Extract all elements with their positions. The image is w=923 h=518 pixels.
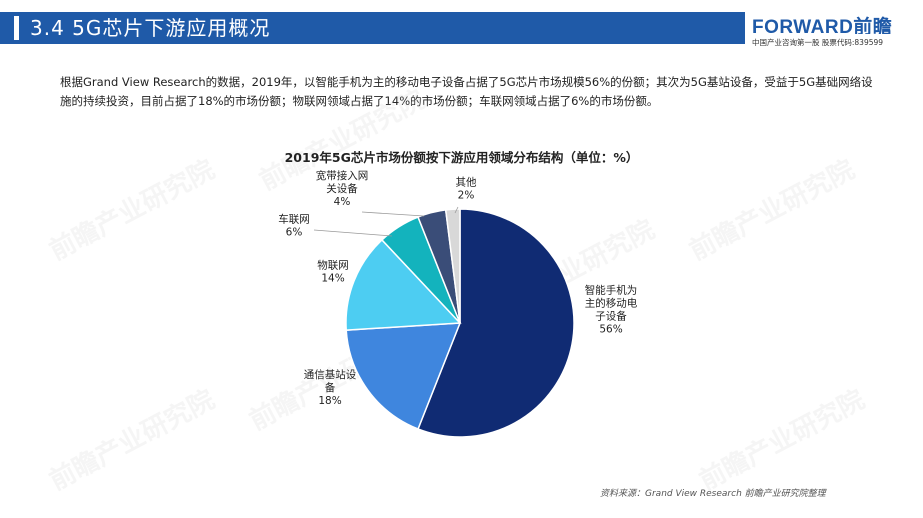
slice-label: 其他 2% bbox=[456, 176, 477, 202]
leader-line bbox=[454, 206, 459, 214]
pie-slice bbox=[345, 322, 462, 430]
intro-paragraph: 根据Grand View Research的数据，2019年，以智能手机为主的移… bbox=[60, 75, 873, 108]
leader-line bbox=[361, 211, 425, 217]
slice-label: 宽带接入网关设备 4% bbox=[316, 169, 369, 208]
title-accent-mark bbox=[14, 16, 19, 40]
brand-tagline: 中国产业咨询第一股 股票代码:839599 bbox=[752, 38, 884, 47]
slice-label: 物联网 14% bbox=[317, 259, 349, 285]
chart-title: 2019年5G芯片市场份额按下游应用领域分布结构（单位：%） bbox=[284, 150, 639, 165]
pie-slice bbox=[444, 208, 461, 324]
slice-label: 通信基站设备 18% bbox=[304, 368, 357, 407]
source-note: 资料来源：Grand View Research 前瞻产业研究院整理 bbox=[600, 489, 826, 499]
leader-line bbox=[313, 229, 393, 237]
title-bar: 3.4 5G芯片下游应用概况 bbox=[0, 12, 745, 44]
page-title: 3.4 5G芯片下游应用概况 bbox=[30, 16, 271, 40]
brand-logo: FORWARD前瞻 bbox=[752, 17, 893, 34]
slice-label: 车联网 6% bbox=[278, 213, 310, 239]
slice-label: 智能手机为主的移动电子设备 56% bbox=[585, 284, 638, 336]
pie-slice bbox=[345, 238, 462, 331]
header: 3.4 5G芯片下游应用概况 FORWARD前瞻 中国产业咨询第一股 股票代码:… bbox=[0, 0, 923, 58]
pie-slice bbox=[417, 208, 575, 438]
